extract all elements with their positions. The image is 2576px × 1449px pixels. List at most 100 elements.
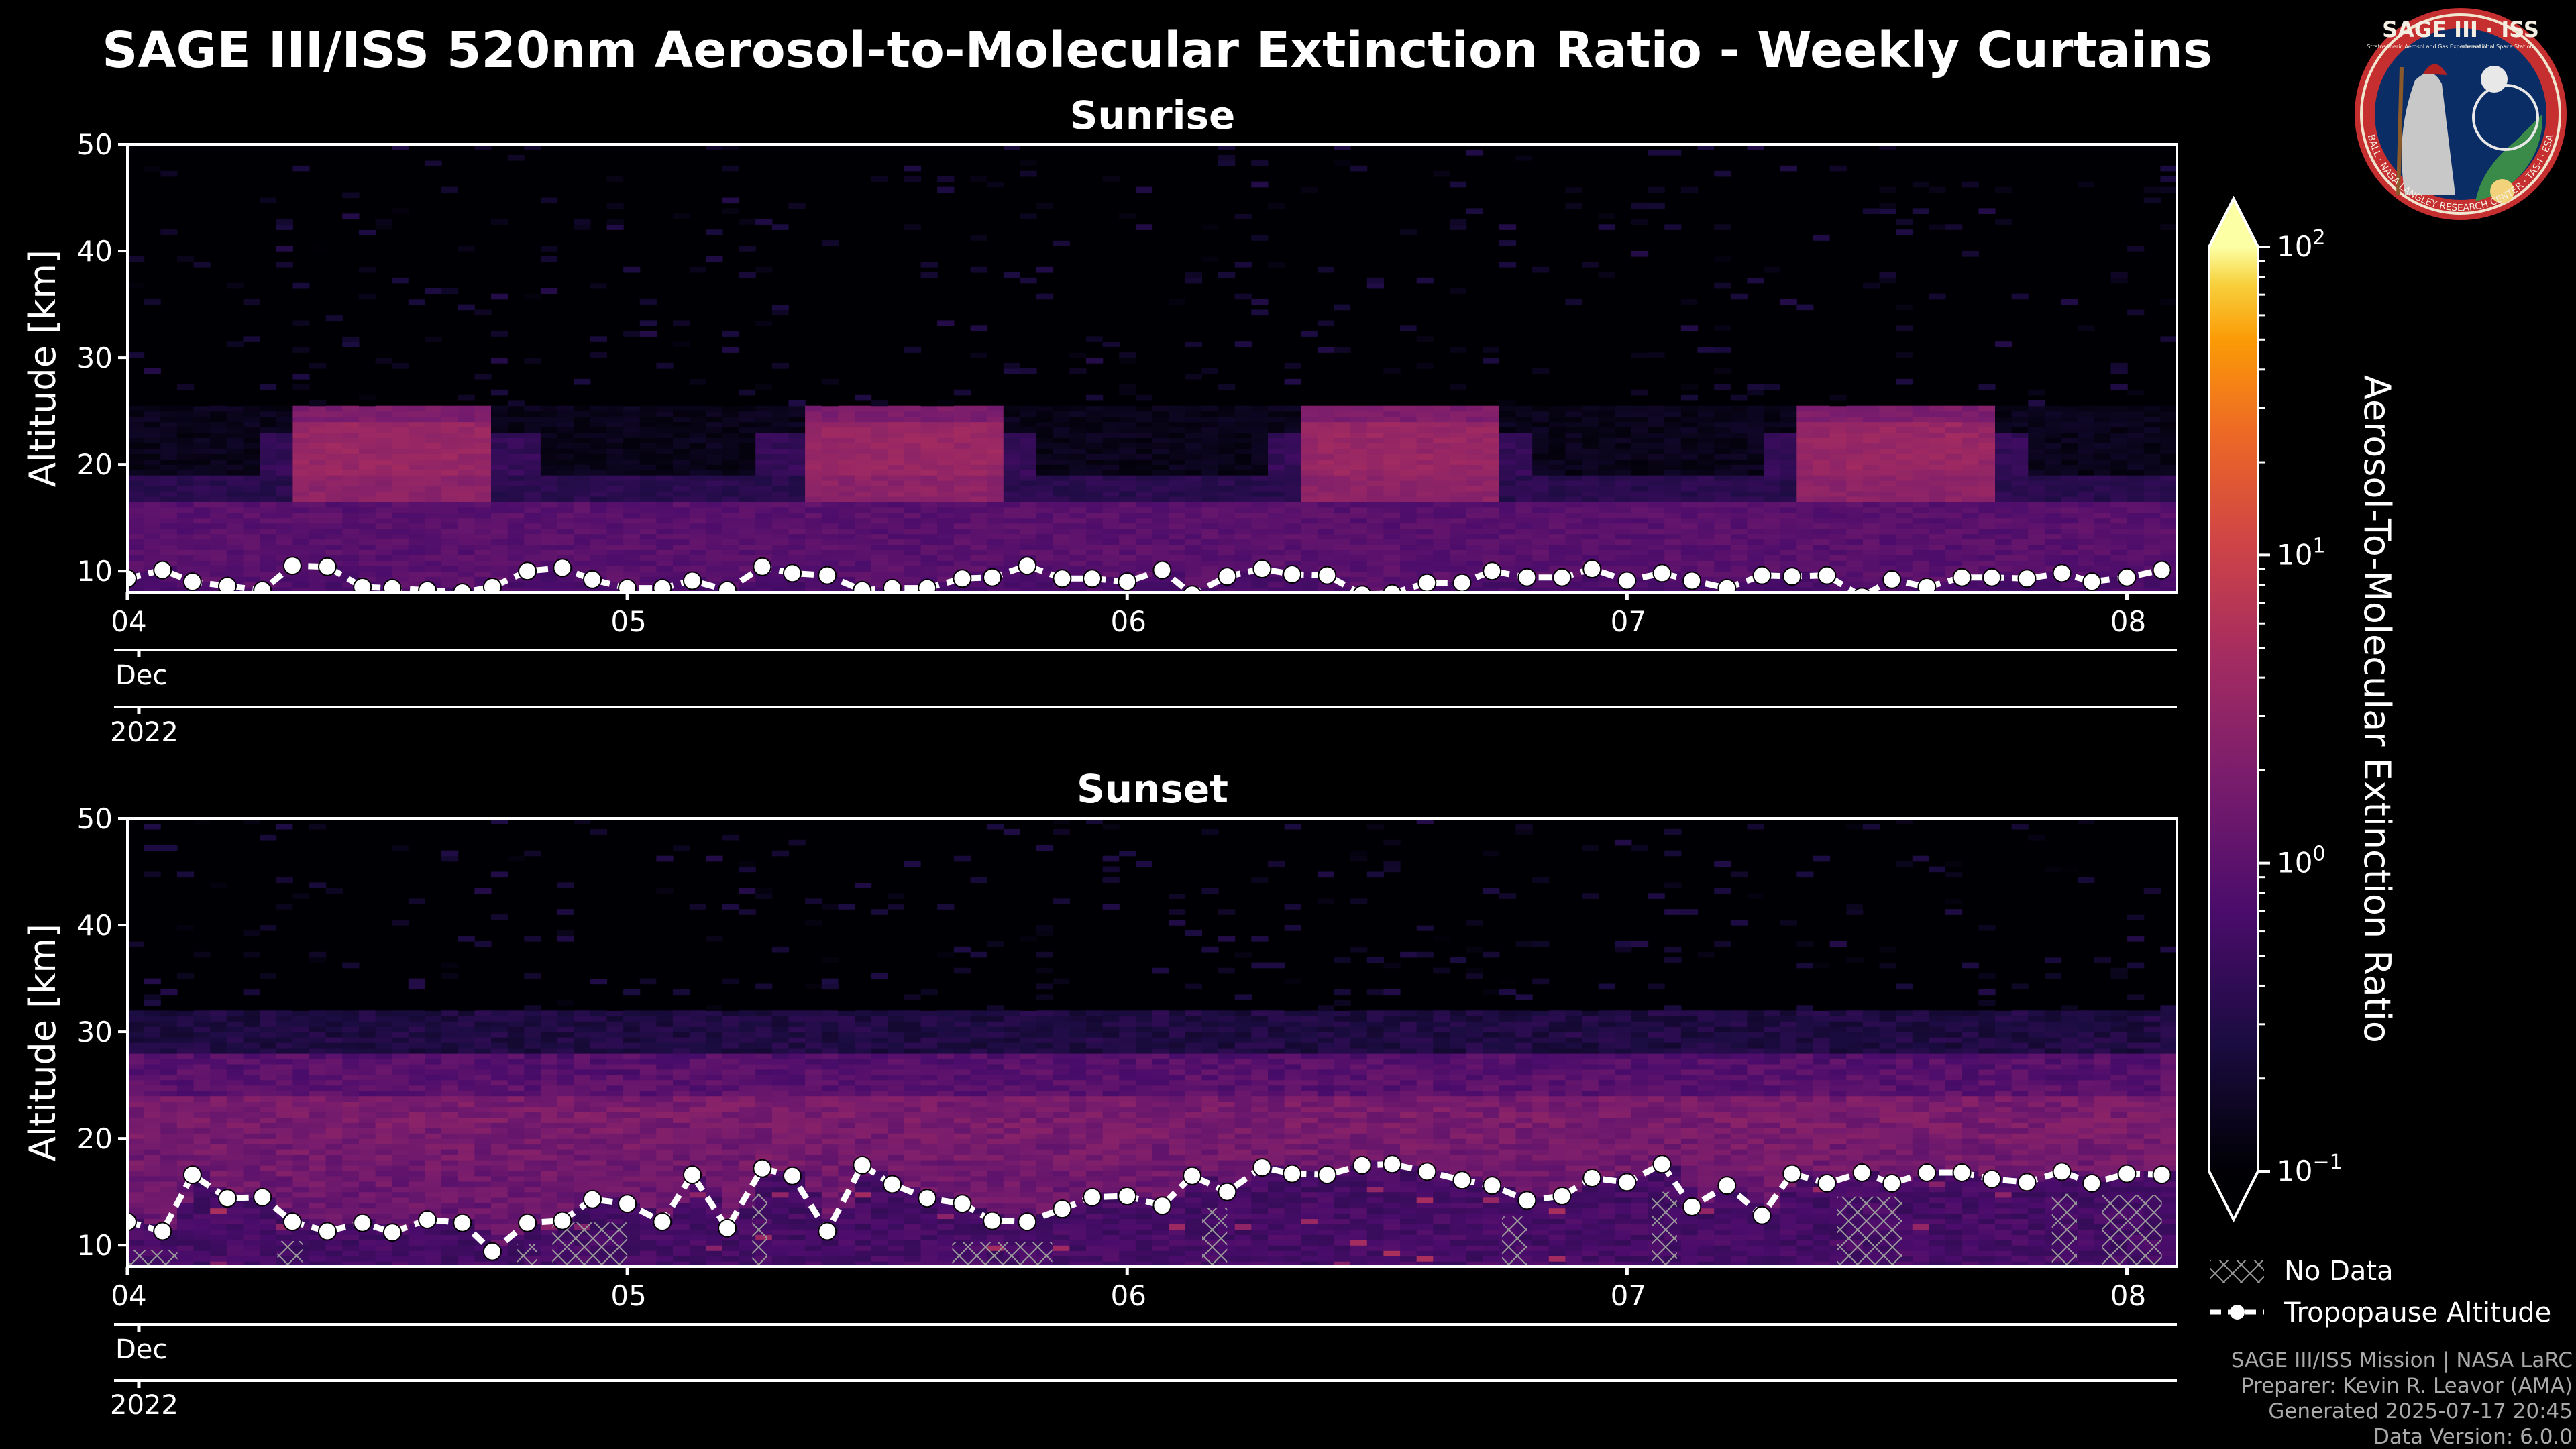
heatmap-cell [1317, 320, 1335, 326]
heatmap-cell [491, 480, 508, 486]
heatmap-cell [2044, 523, 2062, 529]
heatmap-cell [1664, 224, 1682, 230]
heatmap-cell [309, 405, 327, 412]
heatmap-cell [1598, 224, 1615, 230]
heatmap-cell [1466, 496, 1483, 502]
heatmap-cell [375, 517, 392, 524]
heatmap-cell [1416, 277, 1434, 284]
heatmap-cell [1135, 400, 1153, 407]
heatmap-cell [1383, 523, 1401, 529]
heatmap-cell [309, 427, 327, 433]
heatmap-cell [888, 539, 905, 545]
heatmap-cell [1548, 448, 1566, 454]
heatmap-cell [590, 470, 607, 476]
heatmap-cell [574, 347, 591, 353]
heatmap-cell [375, 480, 392, 486]
heatmap-cell [953, 496, 971, 502]
heatmap-cell [1680, 533, 1699, 540]
heatmap-cell [1069, 587, 1087, 592]
heatmap-cell [1565, 448, 1582, 454]
heatmap-cell [425, 464, 442, 470]
heatmap-cell [1548, 506, 1566, 513]
heatmap-cell [226, 427, 244, 433]
heatmap-cell [855, 448, 872, 454]
heatmap-cell [888, 501, 905, 508]
heatmap-cell [1185, 480, 1202, 486]
heatmap-cell [1218, 480, 1236, 486]
heatmap-cell [325, 490, 343, 497]
heatmap-cell [1185, 539, 1202, 545]
heatmap-cell [1433, 389, 1450, 396]
heatmap-cell [176, 384, 195, 390]
heatmap-cell [1631, 576, 1649, 582]
heatmap-cell [1334, 490, 1351, 497]
heatmap-cell [276, 480, 293, 486]
heatmap-cell [987, 416, 1004, 423]
heatmap-cell [524, 240, 541, 246]
heatmap-cell [1829, 453, 1847, 460]
heatmap-cell [1086, 501, 1104, 508]
heatmap-cell [1317, 427, 1335, 433]
heatmap-cell [1829, 470, 1847, 476]
heatmap-cell [1268, 490, 1285, 497]
heatmap-cell [1912, 459, 1929, 465]
heatmap-cell [1896, 480, 1913, 486]
heatmap-cell [1747, 416, 1764, 423]
heatmap-cell [1201, 571, 1219, 577]
heatmap-cell [1730, 496, 1748, 502]
heatmap-cell [127, 352, 145, 358]
heatmap-cell [606, 203, 624, 209]
heatmap-cell [1003, 432, 1020, 438]
heatmap-cell [540, 549, 558, 555]
heatmap-cell [1086, 432, 1104, 438]
heatmap-cell [342, 448, 360, 454]
heatmap-cell [260, 299, 277, 305]
heatmap-cell [1697, 587, 1715, 592]
heatmap-cell [937, 437, 955, 443]
heatmap-cell [1846, 240, 1864, 246]
heatmap-cell [160, 549, 178, 555]
heatmap-cell [1301, 490, 1318, 497]
heatmap-cell [474, 416, 492, 423]
heatmap-cell [1697, 282, 1715, 289]
heatmap-cell [1879, 501, 1896, 508]
heatmap-cell [1582, 576, 1599, 582]
heatmap-cell [987, 405, 1004, 412]
heatmap-cell [673, 453, 690, 460]
heatmap-cell [276, 506, 293, 513]
heatmap-cell [1697, 453, 1715, 460]
heatmap-cell [1730, 293, 1748, 300]
heatmap-cell [1135, 475, 1153, 481]
heatmap-cell [888, 528, 905, 535]
heatmap-cell [606, 576, 624, 582]
heatmap-cell [1995, 587, 2012, 592]
heatmap-cell [755, 576, 773, 582]
heatmap-cell [821, 582, 839, 588]
heatmap-cell [838, 416, 855, 423]
heatmap-cell [1664, 496, 1682, 502]
heatmap-cell [1764, 266, 1781, 273]
heatmap-cell [408, 501, 425, 508]
heatmap-cell [1135, 533, 1153, 540]
heatmap-cell [1201, 566, 1219, 572]
heatmap-cell [1879, 587, 1896, 592]
heatmap-cell [788, 496, 806, 502]
heatmap-cell [1152, 496, 1169, 502]
heatmap-cell [1301, 560, 1318, 566]
heatmap-cell [193, 555, 211, 561]
heatmap-cell [1796, 432, 1814, 438]
heatmap-cell [408, 443, 425, 449]
heatmap-cell [937, 443, 955, 449]
heatmap-cell [1020, 549, 1037, 555]
heatmap-cell [1962, 587, 1979, 592]
heatmap-cell [1301, 470, 1318, 476]
heatmap-cell [2028, 582, 2045, 588]
heatmap-cell [771, 389, 789, 396]
heatmap-cell [1053, 496, 1070, 502]
heatmap-cell [507, 400, 525, 407]
heatmap-cell [855, 165, 872, 172]
heatmap-cell [1284, 437, 1301, 443]
heatmap-cell [1862, 582, 1880, 588]
heatmap-cell [805, 421, 822, 428]
heatmap-cell [557, 587, 574, 592]
